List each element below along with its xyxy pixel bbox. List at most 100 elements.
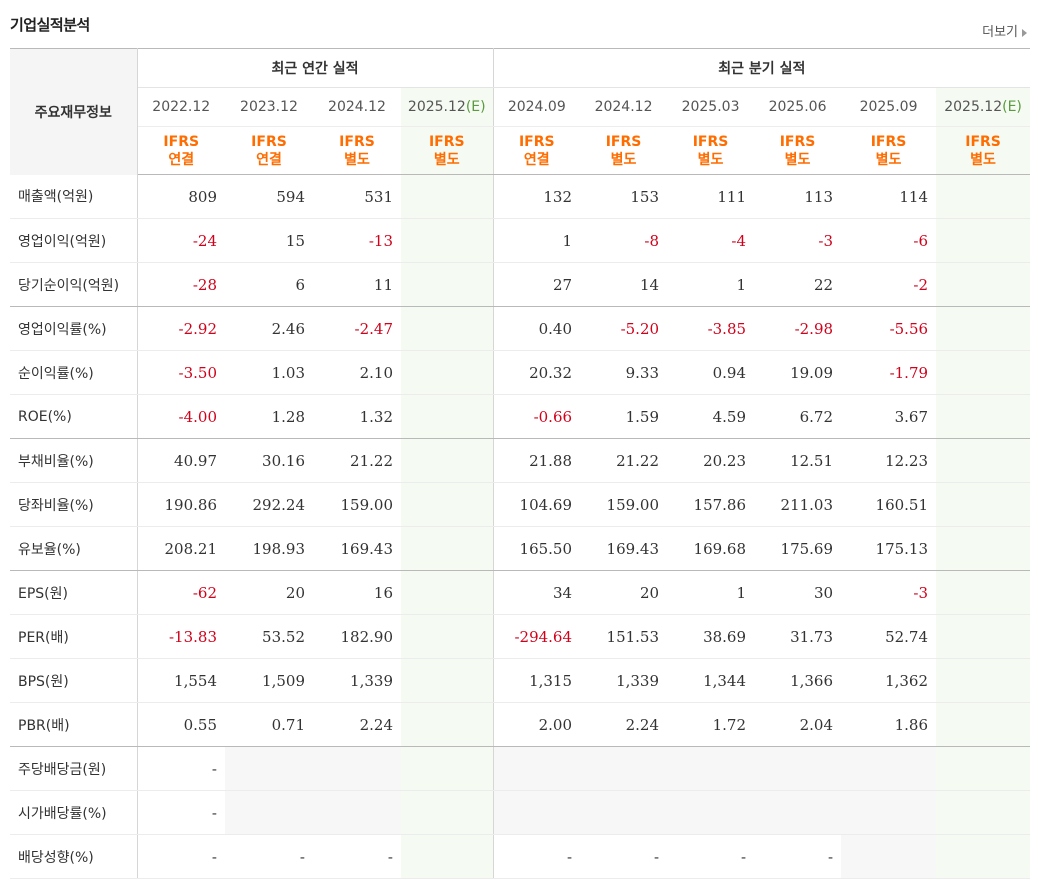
period-year: 2024.09	[507, 99, 566, 115]
period-year: 2023.12	[240, 99, 298, 115]
value-cell: 113	[754, 174, 842, 219]
value-cell: 2.10	[313, 350, 401, 395]
value-cell	[401, 614, 494, 659]
consolidation-label: 별도	[875, 151, 902, 168]
value-cell	[936, 658, 1031, 703]
value-cell: -3.85	[667, 306, 755, 351]
row-label: 당좌비율(%)	[10, 482, 138, 527]
row-label: PER(배)	[10, 614, 138, 659]
consolidation-label: 별도	[433, 151, 460, 168]
value-cell: 6	[225, 262, 313, 307]
chevron-right-icon	[1022, 28, 1027, 37]
value-cell: 182.90	[313, 614, 401, 659]
value-cell	[936, 262, 1031, 307]
row-label: 유보율(%)	[10, 526, 138, 571]
row-label: 당기순이익(억원)	[10, 262, 138, 307]
value-cell: 20	[225, 570, 313, 615]
value-cell: -62	[137, 570, 225, 615]
table-row: 매출액(억원) 809 594 531 132 153 111 113 114	[10, 174, 1031, 219]
value-cell	[936, 394, 1031, 439]
value-cell	[401, 262, 494, 307]
value-cell: 175.13	[841, 526, 937, 571]
value-cell: 2.46	[225, 306, 313, 351]
value-cell: -5.20	[580, 306, 668, 351]
value-cell	[401, 174, 494, 219]
accounting-standard: IFRS 연결	[137, 126, 225, 175]
value-cell: 169.43	[313, 526, 401, 571]
period-header: 2024.12	[313, 87, 401, 127]
accounting-standard: IFRS 별도	[401, 126, 494, 175]
value-cell	[667, 746, 755, 791]
period-year: 2025.12	[407, 99, 466, 115]
table-row: 배당성향(%) - - - - - - -	[10, 834, 1031, 879]
value-cell	[401, 306, 494, 351]
period-year: 2025.03	[681, 99, 740, 115]
accounting-standard: IFRS 별도	[754, 126, 842, 175]
value-cell: 157.86	[667, 482, 755, 527]
ifrs-label: IFRS	[870, 133, 907, 150]
value-cell: -	[667, 834, 755, 879]
value-cell: -8	[580, 218, 668, 263]
value-cell: 16	[313, 570, 401, 615]
table-row: 시가배당률(%) -	[10, 790, 1031, 835]
value-cell	[401, 746, 494, 791]
value-cell: 30.16	[225, 438, 313, 483]
value-cell: 1.03	[225, 350, 313, 395]
table-row: 부채비율(%) 40.97 30.16 21.22 21.88 21.22 20.23 12.…	[10, 438, 1031, 483]
accounting-standard: IFRS 연결	[493, 126, 581, 175]
row-label: PBR(배)	[10, 702, 138, 747]
value-cell	[401, 834, 494, 879]
value-cell: -3	[754, 218, 842, 263]
accounting-standard: IFRS 별도	[580, 126, 668, 175]
value-cell: 1.32	[313, 394, 401, 439]
more-link[interactable]: 더보기	[982, 21, 1027, 40]
value-cell: -1.79	[841, 350, 937, 395]
row-label: 영업이익률(%)	[10, 306, 138, 351]
value-cell: -2.98	[754, 306, 842, 351]
table-row: PER(배) -13.83 53.52 182.90 -294.64 151.53 38.6…	[10, 614, 1031, 659]
value-cell: 104.69	[493, 482, 581, 527]
value-cell: 159.00	[313, 482, 401, 527]
value-cell	[580, 790, 668, 835]
value-cell	[936, 218, 1031, 263]
value-cell	[754, 746, 842, 791]
row-label: BPS(원)	[10, 658, 138, 703]
value-cell: -294.64	[493, 614, 581, 659]
value-cell: 1	[667, 570, 755, 615]
value-cell	[580, 746, 668, 791]
table-row: 주당배당금(원) -	[10, 746, 1031, 791]
value-cell	[401, 702, 494, 747]
period-header: 2024.12	[580, 87, 668, 127]
accounting-standard: IFRS 별도	[667, 126, 755, 175]
value-cell: 1.72	[667, 702, 755, 747]
value-cell: -2.92	[137, 306, 225, 351]
value-cell: 169.43	[580, 526, 668, 571]
group-header-quarterly: 최근 분기 실적	[493, 48, 1031, 88]
estimate-mark: (E)	[1002, 99, 1022, 115]
value-cell: -13.83	[137, 614, 225, 659]
value-cell: -2	[841, 262, 937, 307]
consolidation-label: 별도	[344, 151, 370, 168]
value-cell: 1,339	[313, 658, 401, 703]
more-label: 더보기	[982, 25, 1018, 40]
accounting-standard: IFRS 별도	[313, 126, 401, 175]
value-cell: 30	[754, 570, 842, 615]
period-header: 2025.12(E)	[936, 87, 1031, 127]
value-cell: 3.67	[841, 394, 937, 439]
table-row: 당좌비율(%) 190.86 292.24 159.00 104.69 159.00 157…	[10, 482, 1031, 527]
value-cell: 114	[841, 174, 937, 219]
value-cell: 151.53	[580, 614, 668, 659]
value-cell: 169.68	[667, 526, 755, 571]
row-label: 주당배당금(원)	[10, 746, 138, 791]
value-cell: 2.24	[580, 702, 668, 747]
estimate-mark: (E)	[465, 99, 486, 115]
consolidation-label: 별도	[784, 151, 811, 168]
value-cell: -	[313, 834, 401, 879]
value-cell: 1,362	[841, 658, 937, 703]
value-cell	[936, 570, 1031, 615]
period-header: 2025.09	[841, 87, 937, 127]
value-cell: -	[137, 834, 225, 879]
value-cell	[225, 746, 313, 791]
value-cell	[667, 790, 755, 835]
value-cell	[754, 790, 842, 835]
